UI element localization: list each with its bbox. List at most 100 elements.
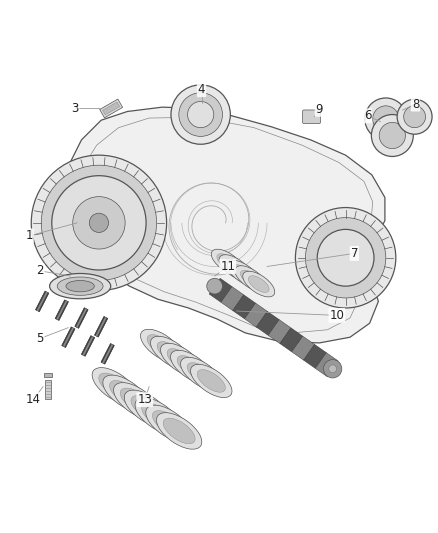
Text: 3: 3 [71,102,78,115]
Circle shape [365,98,407,140]
Ellipse shape [235,266,267,292]
Ellipse shape [324,360,342,378]
Ellipse shape [113,383,159,419]
Polygon shape [292,336,314,360]
Ellipse shape [219,255,251,280]
Polygon shape [55,300,68,320]
Polygon shape [304,344,326,368]
Ellipse shape [147,335,175,357]
Text: 11: 11 [220,260,235,273]
Ellipse shape [160,343,202,376]
Circle shape [179,93,223,136]
Text: 10: 10 [329,309,344,322]
Polygon shape [45,381,51,399]
Polygon shape [256,311,279,335]
Polygon shape [95,317,108,337]
Ellipse shape [191,365,232,398]
Ellipse shape [329,365,336,373]
Text: 4: 4 [198,83,205,96]
Circle shape [73,197,125,249]
Circle shape [89,213,109,232]
Ellipse shape [49,273,111,299]
Ellipse shape [131,395,163,421]
Polygon shape [82,336,94,356]
Circle shape [305,217,386,298]
Ellipse shape [151,336,192,369]
Ellipse shape [99,373,131,399]
Ellipse shape [141,329,182,362]
Text: 14: 14 [26,393,41,406]
Ellipse shape [157,342,185,364]
Ellipse shape [240,270,261,287]
Polygon shape [81,336,95,356]
Polygon shape [100,99,123,118]
Circle shape [317,229,374,286]
Polygon shape [44,373,52,377]
Circle shape [187,101,214,128]
Ellipse shape [248,276,269,293]
Polygon shape [37,292,48,311]
Polygon shape [75,308,88,328]
Circle shape [373,106,399,132]
Ellipse shape [156,413,202,449]
Polygon shape [102,102,120,115]
Circle shape [31,155,166,290]
Circle shape [404,106,426,128]
Text: 1: 1 [25,229,33,243]
Circle shape [397,99,432,134]
Ellipse shape [57,277,103,295]
Ellipse shape [187,362,215,385]
Ellipse shape [170,350,212,384]
Polygon shape [280,328,303,352]
Ellipse shape [167,349,195,371]
Polygon shape [102,344,113,364]
Ellipse shape [243,271,275,297]
Text: 13: 13 [138,393,152,406]
Polygon shape [35,291,49,312]
Polygon shape [57,301,67,320]
Text: 7: 7 [350,247,358,260]
Ellipse shape [141,403,174,429]
Circle shape [52,176,146,270]
FancyBboxPatch shape [303,110,321,124]
Ellipse shape [163,418,195,444]
Polygon shape [221,287,244,311]
Polygon shape [244,303,267,327]
Ellipse shape [227,260,259,286]
Ellipse shape [92,368,138,404]
Polygon shape [101,343,114,364]
Ellipse shape [180,357,222,391]
Ellipse shape [152,410,184,436]
Ellipse shape [103,375,148,411]
Polygon shape [95,317,106,336]
Circle shape [41,165,156,280]
Polygon shape [233,295,255,319]
Ellipse shape [110,381,141,406]
Polygon shape [76,308,87,328]
Ellipse shape [177,356,205,378]
Ellipse shape [211,249,243,275]
Circle shape [295,207,396,308]
Text: 2: 2 [36,264,44,277]
Ellipse shape [207,278,223,294]
Polygon shape [315,353,338,377]
Polygon shape [268,320,291,344]
Circle shape [371,115,413,157]
Text: 9: 9 [316,103,323,116]
Ellipse shape [217,254,238,270]
Polygon shape [62,327,75,348]
Ellipse shape [135,398,180,434]
Polygon shape [209,278,232,302]
Ellipse shape [66,280,94,292]
Ellipse shape [146,405,191,442]
Circle shape [171,85,230,144]
Text: 8: 8 [412,98,419,110]
Text: 5: 5 [36,332,44,345]
Ellipse shape [124,390,170,426]
Polygon shape [64,107,385,343]
Text: 6: 6 [364,109,371,123]
Ellipse shape [233,265,253,281]
Circle shape [379,123,406,149]
Ellipse shape [197,370,226,392]
Ellipse shape [120,388,152,414]
